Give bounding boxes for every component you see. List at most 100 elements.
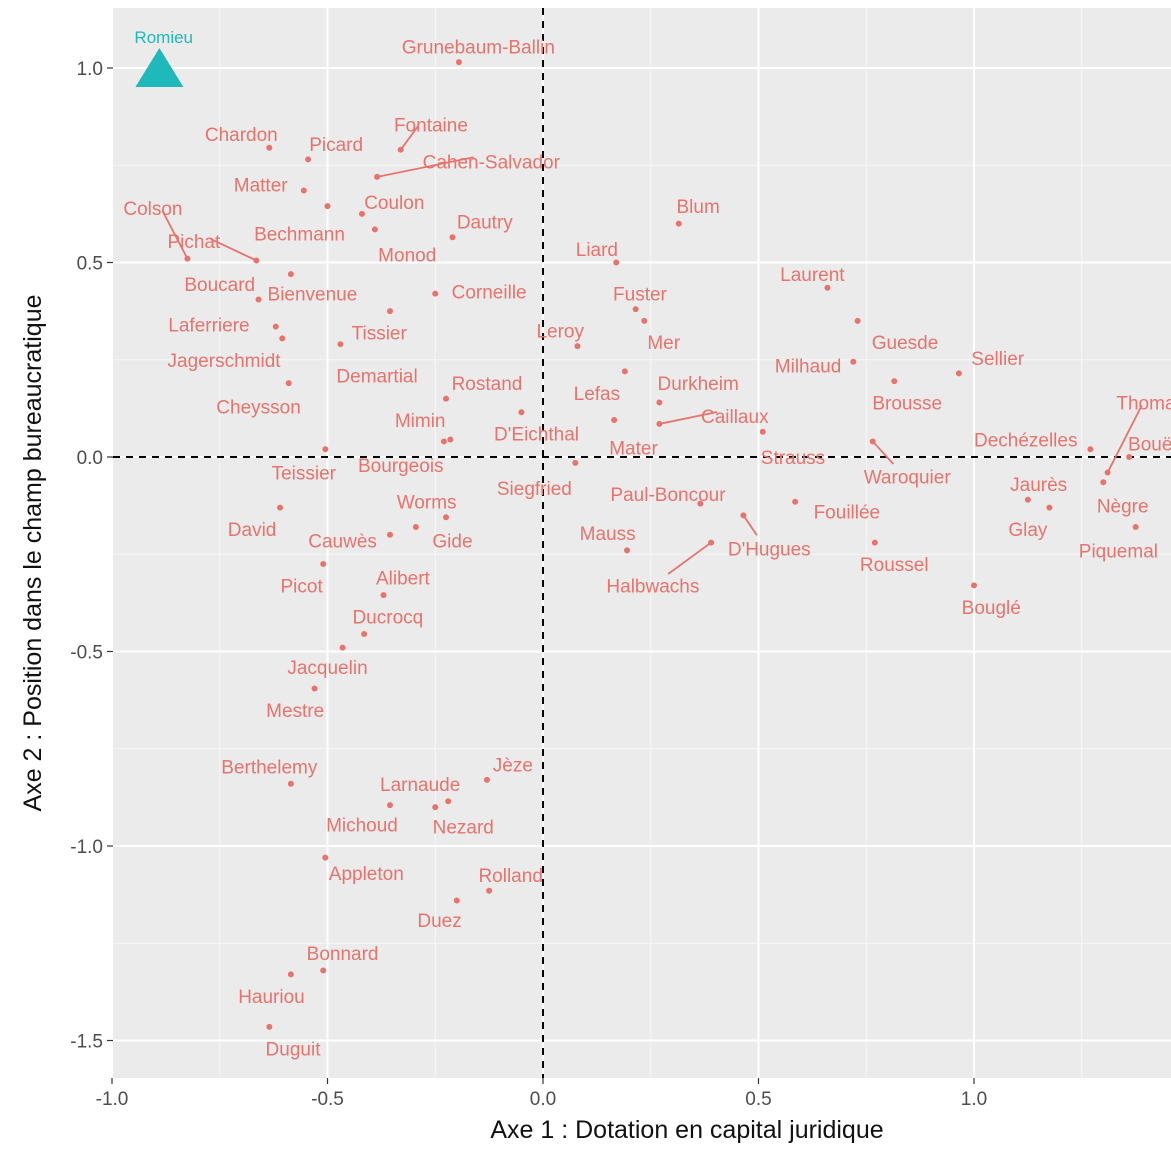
- point-label: Duez: [417, 911, 461, 932]
- data-point: [850, 358, 857, 365]
- x-axis-title: Axe 1 : Dotation en capital juridique: [490, 1116, 883, 1144]
- data-point: [266, 144, 273, 151]
- y-tick-label: -1.5: [70, 1032, 103, 1053]
- data-points: [135, 48, 1139, 1030]
- data-point: [386, 308, 393, 315]
- data-point: [287, 971, 294, 978]
- data-point: [1087, 446, 1094, 453]
- point-label: Rolland: [478, 866, 542, 887]
- data-point: [1104, 469, 1111, 476]
- data-point: [337, 341, 344, 348]
- point-label: Dechézelles: [974, 430, 1078, 451]
- data-point: [792, 498, 799, 505]
- point-label: Bechmann: [254, 224, 345, 245]
- data-point: [656, 420, 663, 427]
- leader-line: [742, 514, 758, 536]
- data-point: [320, 967, 327, 974]
- y-tick-label: 0.0: [77, 448, 103, 469]
- reference-lines: [113, 8, 1171, 1078]
- point-labels: Grunebaum-Ballin Chardon Picard Fontaine Cah…: [123, 28, 1171, 1060]
- point-label: Halbwachs: [606, 576, 699, 597]
- point-label: Hauriou: [238, 987, 305, 1008]
- point-label: Picot: [281, 576, 324, 597]
- x-tick-label: 0.5: [745, 1089, 771, 1110]
- point-label: Caillaux: [701, 407, 769, 428]
- point-label: Gide: [432, 532, 472, 553]
- point-label: Tissier: [352, 324, 408, 345]
- data-point: [386, 531, 393, 538]
- data-point: [380, 592, 387, 599]
- point-label: Strauss: [761, 448, 825, 469]
- data-point: [574, 343, 581, 350]
- point-label: Bienvenue: [268, 285, 358, 306]
- data-point: [397, 146, 404, 153]
- data-point: [871, 539, 878, 546]
- data-point: [1046, 504, 1053, 511]
- point-label: Teissier: [272, 464, 337, 485]
- data-point: [358, 210, 365, 217]
- data-point: [869, 438, 876, 445]
- data-point: [455, 59, 462, 66]
- data-point: [285, 380, 292, 387]
- y-tick-label: 1.0: [77, 59, 103, 80]
- data-point: [613, 259, 620, 266]
- point-label: Berthelemy: [221, 757, 318, 778]
- data-point: [1100, 479, 1107, 486]
- data-point: [445, 798, 452, 805]
- data-point: [322, 854, 329, 861]
- data-point: [955, 370, 962, 377]
- data-point: [443, 514, 450, 521]
- point-label: Jagerschmidt: [168, 351, 282, 372]
- point-label: Picard: [309, 135, 363, 156]
- point-label: Corneille: [452, 283, 527, 304]
- point-label: Blum: [677, 197, 720, 218]
- data-point: [374, 173, 381, 180]
- data-point: [486, 887, 493, 894]
- point-label: Ducrocq: [352, 607, 423, 628]
- leader-line: [400, 125, 420, 151]
- data-point: [287, 780, 294, 787]
- point-label: Mater: [609, 438, 658, 459]
- y-axis-title: Axe 2 : Position dans le champ bureaucra…: [19, 295, 47, 812]
- data-point: [322, 446, 329, 453]
- point-label: Leroy: [536, 322, 584, 343]
- point-label: D'Hugues: [728, 539, 811, 560]
- data-point: [891, 378, 898, 385]
- data-point: [1024, 496, 1031, 503]
- point-label: Thomas: [1116, 394, 1171, 415]
- leader-line: [1106, 404, 1143, 473]
- data-point: [432, 290, 439, 297]
- point-label: Cauwès: [308, 532, 377, 553]
- point-label: Alibert: [376, 569, 431, 590]
- x-tick-label: 0.0: [530, 1089, 556, 1110]
- leader-line: [210, 238, 257, 262]
- data-point: [1132, 524, 1139, 531]
- point-label: Jèze: [493, 755, 533, 776]
- data-point: [971, 582, 977, 589]
- data-point: [443, 395, 450, 402]
- point-label: Cheysson: [216, 397, 301, 418]
- data-point: [697, 500, 704, 507]
- point-label: Mer: [647, 333, 680, 354]
- point-label: Brousse: [872, 394, 942, 415]
- point-label: David: [228, 520, 277, 541]
- data-point: [611, 417, 618, 424]
- leader-line: [659, 411, 718, 425]
- point-label: Durkheim: [658, 374, 739, 395]
- data-point: [854, 317, 861, 324]
- y-tick-label: 0.5: [77, 254, 103, 275]
- axis-ticks: -1.0 -0.5 0.0 0.5 1.0 -1.5 -1.0 -0.5 0.0 0.5 1.0: [70, 59, 987, 1110]
- leader-line: [376, 156, 474, 178]
- point-label: Rostand: [452, 374, 523, 395]
- leader-line: [667, 541, 712, 575]
- point-label: Demartial: [336, 366, 417, 387]
- point-label: Matter: [234, 176, 289, 197]
- data-point: [300, 187, 307, 194]
- data-point: [483, 776, 490, 783]
- point-label: Nezard: [433, 818, 494, 839]
- data-point: [632, 306, 639, 313]
- point-label: Bourgeois: [358, 456, 444, 477]
- point-label: Mauss: [580, 524, 636, 545]
- point-label: Worms: [397, 493, 457, 514]
